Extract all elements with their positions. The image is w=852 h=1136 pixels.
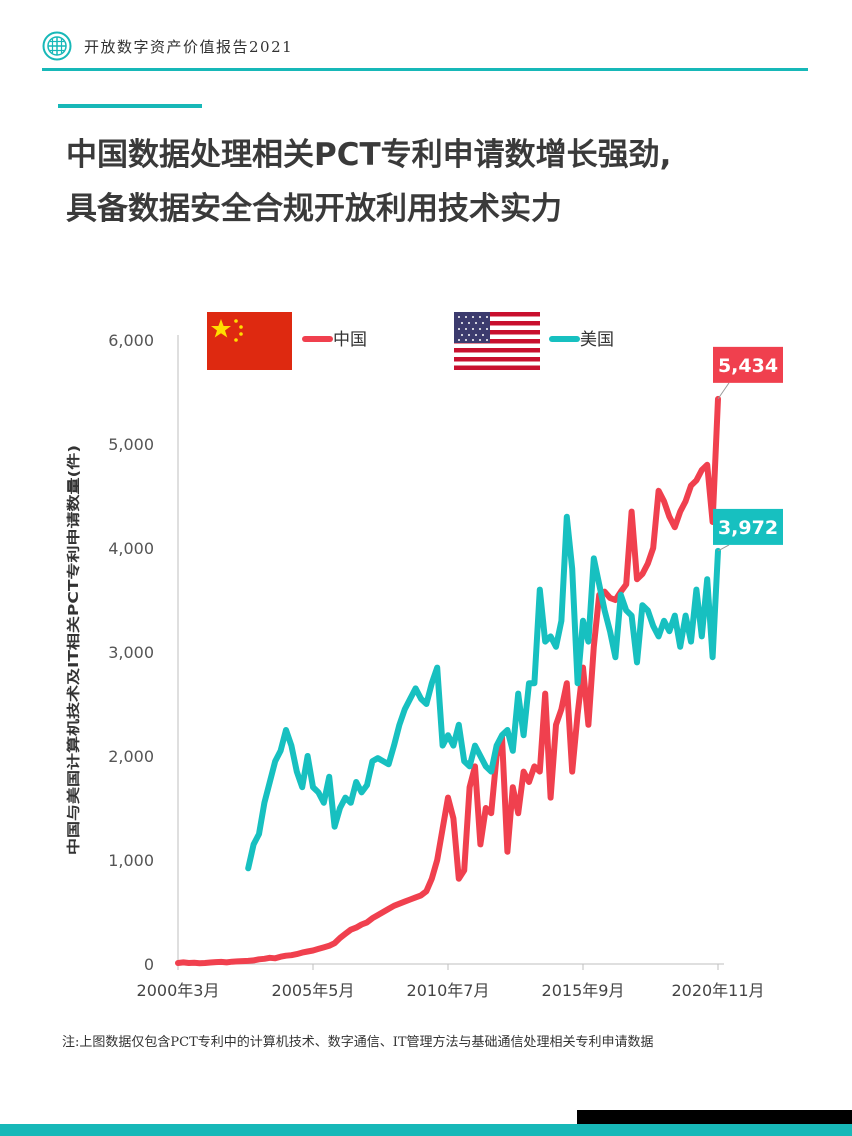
legend-china-label: 中国: [333, 330, 367, 350]
y-tick-label: 0: [144, 955, 154, 974]
y-tick-label: 5,000: [108, 435, 154, 454]
china-flag-icon: [207, 312, 292, 370]
usa-flag-icon: [454, 312, 540, 370]
usa-series-line: [245, 513, 721, 872]
x-tick-label: 2015年9月: [542, 981, 625, 1000]
usa-end-label-box: [713, 508, 783, 545]
usa-end-label: 3,972: [718, 517, 778, 539]
china-end-label: 5,434: [718, 355, 778, 377]
report-header-title: 开放数字资产价值报告2021: [84, 38, 294, 56]
x-tick-label: 2000年3月: [137, 981, 220, 1000]
flag-big-star: [211, 319, 231, 338]
patent-line-chart: 中国 美国 0 1,000 2,000 3,000 4,000 5,000 6,000 200…: [66, 312, 783, 1000]
y-tick-label: 6,000: [108, 331, 154, 350]
report-logo-icon: [42, 31, 72, 61]
y-tick-label: 1,000: [108, 851, 154, 870]
y-tick-label: 3,000: [108, 643, 154, 662]
x-tick-label: 2020年11月: [671, 981, 764, 1000]
page-title-line-1: 中国数据处理相关PCT专利申请数增长强劲,: [66, 137, 672, 173]
title-accent-bar: [58, 104, 202, 108]
y-tick-label: 4,000: [108, 539, 154, 558]
header-divider: [42, 68, 808, 71]
end-label-leader: [717, 382, 730, 400]
y-axis-title: 中国与美国计算机技术及IT相关PCT专利申请数量(件): [66, 445, 82, 855]
china-end-label-box: [713, 346, 783, 383]
legend-usa-label: 美国: [580, 330, 614, 350]
x-tick-label: 2010年7月: [407, 981, 490, 1000]
footer-accent-bar: [0, 1124, 852, 1136]
page-title: 中国数据处理相关PCT专利申请数增长强劲, 具备数据安全合规开放利用技术实力: [66, 128, 826, 236]
chart-footnote: 注:上图数据仅包含PCT专利中的计算机技术、数字通信、IT管理方法与基础通信处理…: [62, 1035, 654, 1050]
x-tick-label: 2005年5月: [272, 981, 355, 1000]
end-label-leader: [717, 544, 730, 552]
footer-black-bar: [577, 1110, 852, 1124]
china-series-line: [175, 395, 721, 967]
page-title-line-2: 具备数据安全合规开放利用技术实力: [66, 191, 562, 227]
y-tick-label: 2,000: [108, 747, 154, 766]
